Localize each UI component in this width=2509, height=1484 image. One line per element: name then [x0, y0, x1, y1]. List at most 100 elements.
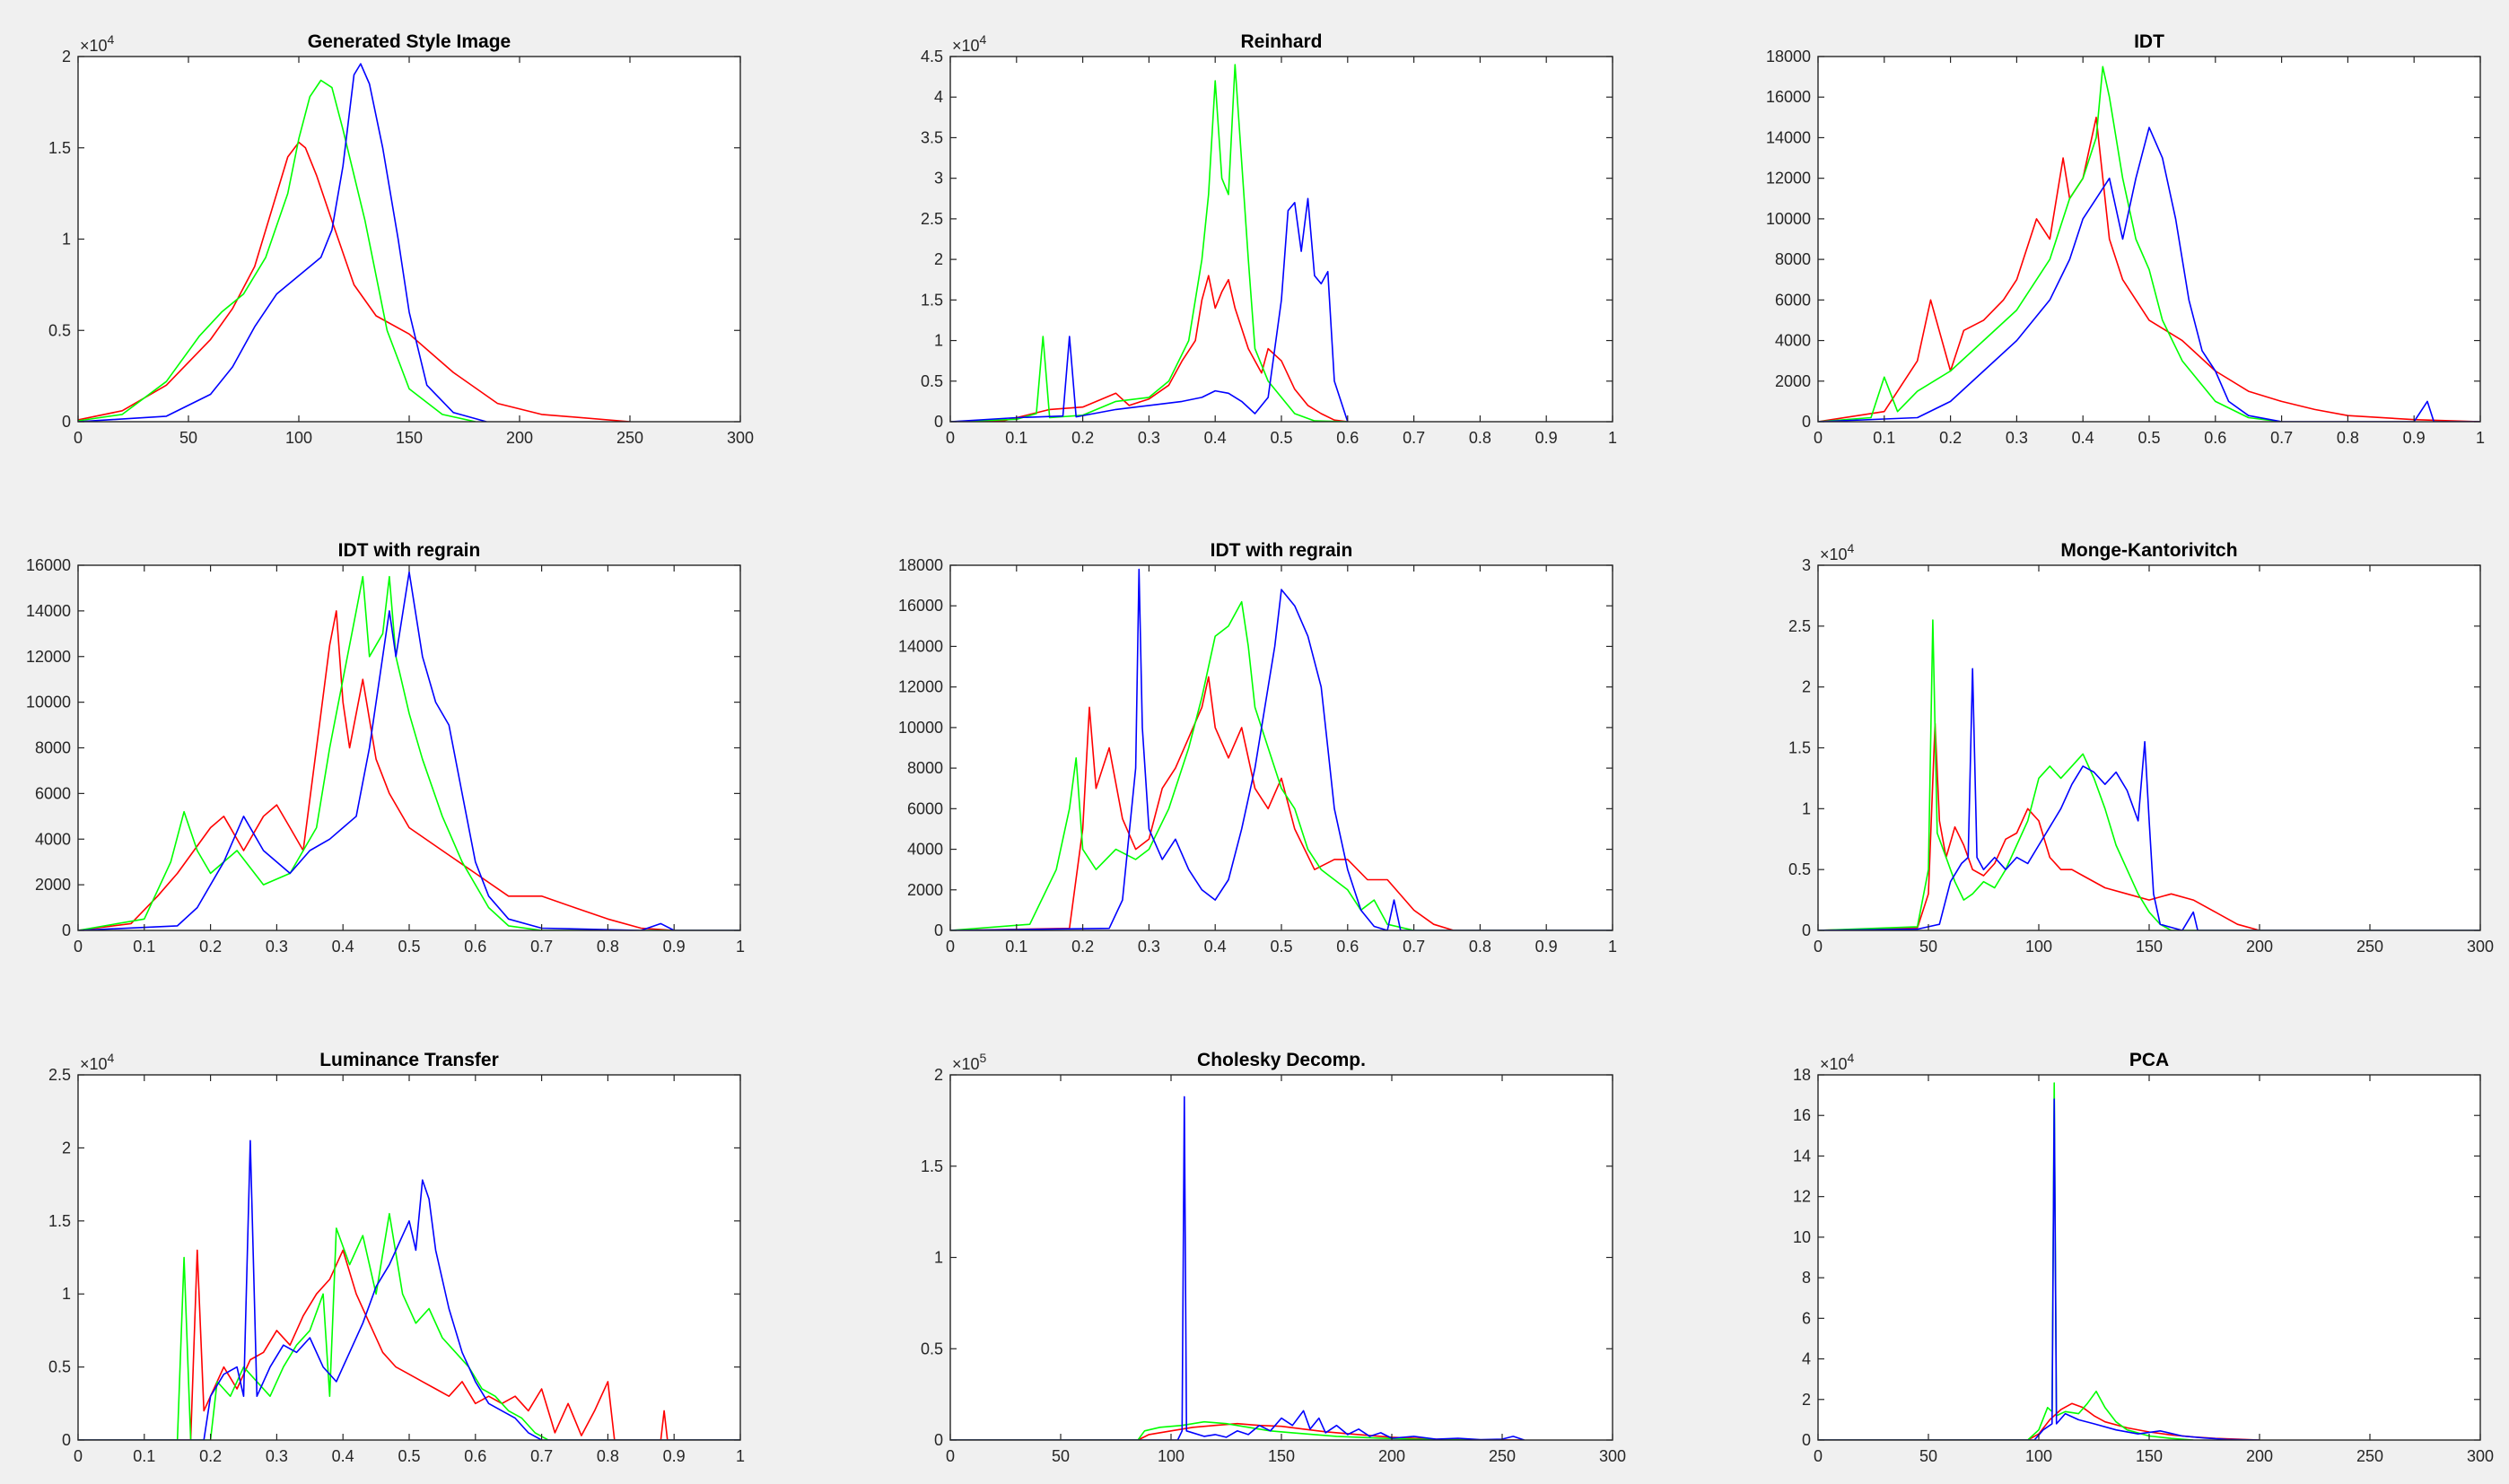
y-tick-label: 1 [62, 231, 71, 249]
x-tick-label: 0.9 [1535, 429, 1558, 447]
y-tick-label: 0.5 [921, 1340, 943, 1357]
subplot-5: 0 0.1 0.2 0.3 0.4 0.5 0.6 0.7 0.8 0.9 1 0 2000 4000 60… [898, 540, 1617, 956]
x-tick-label: 0.1 [133, 938, 155, 956]
x-tick-label: 0.8 [1469, 938, 1491, 956]
series-group [78, 571, 740, 930]
plot-area [78, 57, 740, 422]
y-tick-label: 3 [934, 170, 943, 188]
x-tick-label: 50 [179, 429, 197, 447]
x-tick-label: 0.9 [663, 1447, 686, 1465]
y-tick-label: 0 [934, 1431, 943, 1449]
y-tick-label: 8 [1802, 1269, 1811, 1287]
x-tick-label: 0.4 [1204, 429, 1227, 447]
y-tick-label: 4000 [35, 830, 71, 848]
subplot-title: Luminance Transfer [319, 1050, 499, 1070]
series-line-blue [78, 1139, 740, 1440]
x-tick-label: 0.9 [1535, 938, 1558, 956]
x-tick-label: 100 [285, 429, 312, 447]
y-tick-label: 3 [1802, 556, 1811, 574]
x-tick-label: 250 [2356, 1447, 2383, 1465]
y-tick-label: 12000 [898, 678, 943, 696]
y-tick-label: 1 [934, 332, 943, 350]
y-tick-label: 0.5 [48, 1358, 71, 1376]
series-line-red [950, 676, 1613, 930]
subplot-title: Reinhard [1240, 31, 1322, 52]
series-line-green [78, 79, 476, 422]
x-tick-label: 1 [1608, 429, 1617, 447]
y-tick-label: 1 [62, 1285, 71, 1303]
plot-area [78, 565, 740, 930]
plot-area [950, 57, 1613, 422]
y-tick-label: 6000 [1775, 291, 1811, 309]
plot-area [1818, 565, 2480, 930]
x-tick-label: 100 [2025, 1447, 2052, 1465]
y-tick-label: 2.5 [921, 210, 943, 228]
y-tick-label: 2 [1802, 1391, 1811, 1409]
y-tick-label: 10000 [26, 694, 71, 711]
x-tick-label: 300 [727, 429, 754, 447]
x-tick-label: 0 [1814, 429, 1823, 447]
y-tick-label: 4000 [907, 841, 943, 859]
y-tick-label: 0 [934, 921, 943, 939]
x-tick-label: 0.2 [1939, 429, 1962, 447]
y-tick-label: 0 [1802, 1431, 1811, 1449]
y-tick-label: 0 [62, 1431, 71, 1449]
x-tick-label: 100 [1158, 1447, 1185, 1465]
x-tick-label: 1 [2476, 429, 2485, 447]
y-tick-label: 18000 [1766, 48, 1811, 65]
x-tick-label: 0 [74, 938, 83, 956]
subplot-9: 0 50 100 150 200 250 300 0 2 4 6 8 10 12 14 16 18 ×104 PCA [1793, 1050, 2494, 1465]
subplot-title: IDT [2134, 31, 2164, 52]
x-tick-label: 0.1 [133, 1447, 155, 1465]
series-line-blue [78, 63, 487, 422]
y-tick-label: 1 [1802, 799, 1811, 817]
x-tick-label: 0.6 [2204, 429, 2226, 447]
x-tick-label: 0 [1814, 1447, 1823, 1465]
x-tick-label: 1 [736, 1447, 745, 1465]
y-exponent-label: ×104 [80, 32, 115, 55]
y-tick-label: 2 [934, 250, 943, 268]
x-tick-label: 0.5 [1270, 938, 1292, 956]
series-line-blue [1818, 668, 2480, 930]
series-group [1818, 1082, 2260, 1440]
x-tick-label: 150 [2136, 1447, 2163, 1465]
y-tick-label: 1.5 [921, 291, 943, 309]
y-tick-label: 16000 [898, 597, 943, 615]
subplot-8: 0 50 100 150 200 250 300 0 0.5 1 1.5 2 ×105 Cholesky … [921, 1050, 1626, 1465]
x-tick-label: 150 [396, 429, 423, 447]
series-line-red [950, 1422, 1525, 1440]
series-line-blue [950, 568, 1613, 930]
x-tick-label: 1 [1608, 938, 1617, 956]
y-tick-label: 4 [1802, 1350, 1811, 1368]
series-group [1818, 65, 2480, 422]
x-tick-label: 0.3 [1138, 938, 1160, 956]
x-tick-label: 1 [736, 938, 745, 956]
y-tick-label: 16000 [1766, 88, 1811, 106]
x-tick-label: 0.2 [1071, 938, 1094, 956]
series-group [1818, 619, 2480, 930]
x-tick-label: 0.6 [464, 938, 486, 956]
y-tick-label: 6000 [907, 799, 943, 817]
x-tick-label: 250 [616, 429, 643, 447]
x-tick-label: 0.8 [597, 938, 619, 956]
y-tick-label: 6 [1802, 1309, 1811, 1327]
subplot-title: Generated Style Image [308, 31, 511, 52]
x-tick-label: 0.8 [2337, 429, 2359, 447]
series-line-red [78, 610, 740, 930]
x-tick-label: 0.5 [398, 938, 420, 956]
y-exponent-label: ×105 [952, 1051, 987, 1073]
subplot-1: 0 50 100 150 200 250 300 0 0.5 1 1.5 2 ×104 Generated… [48, 31, 754, 447]
x-tick-label: 250 [2356, 938, 2383, 956]
y-tick-label: 8000 [907, 759, 943, 777]
y-tick-label: 2000 [1775, 372, 1811, 390]
y-tick-label: 0.5 [1788, 860, 1811, 878]
series-line-green [78, 1212, 740, 1440]
subplot-2: 0 0.1 0.2 0.3 0.4 0.5 0.6 0.7 0.8 0.9 1 0 0.5 1 1.5 2 2.… [921, 31, 1617, 447]
y-tick-label: 10000 [1766, 210, 1811, 228]
y-tick-label: 0 [934, 413, 943, 431]
x-tick-label: 300 [2467, 1447, 2494, 1465]
y-tick-label: 16000 [26, 556, 71, 574]
x-tick-label: 0 [946, 429, 955, 447]
series-line-red [78, 141, 631, 422]
x-tick-label: 0.5 [1270, 429, 1292, 447]
